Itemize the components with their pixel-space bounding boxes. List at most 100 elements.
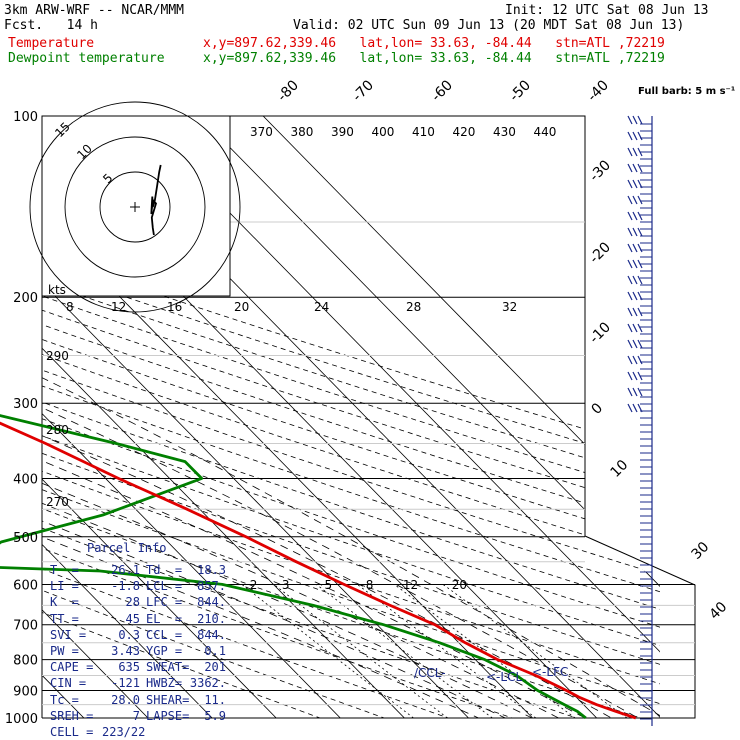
- mixing-ratio-label: 2: [250, 578, 258, 592]
- wind-barb-label: Full barb: 5 m s⁻¹: [638, 86, 735, 97]
- dewpoint-location: x,y=897.62,339.46 lat,lon= 33.63, -84.44…: [203, 51, 665, 66]
- wind-barb-flag: [637, 371, 643, 381]
- hodograph-ring: [99, 171, 171, 243]
- theta-label-390: 390: [331, 125, 354, 139]
- moist-adiabat: [42, 296, 660, 718]
- isotherm-label--50: -50: [507, 77, 534, 104]
- wind-barb-flag: [627, 227, 633, 237]
- dry-adiabat: [42, 116, 486, 718]
- mixing-ratio-line: [394, 584, 576, 718]
- wind-barb-flag: [632, 371, 638, 381]
- parcel-value: 18.3: [197, 563, 226, 577]
- isotherm-label-40: 40: [707, 599, 731, 623]
- pressure-label-500: 500: [13, 531, 38, 546]
- mixing-ratio-line: [442, 584, 628, 718]
- parcel-key: PW =: [50, 644, 79, 658]
- moist-adiabat: [42, 296, 610, 718]
- parcel-key: CIN =: [50, 676, 87, 691]
- isotherm-line: [171, 116, 660, 718]
- wind-barb-flag: [627, 211, 633, 221]
- direction-label-270: 270: [46, 495, 69, 509]
- dewpoint-profile: [0, 414, 587, 720]
- parcel-key: LFC =: [146, 595, 183, 610]
- wind-barb-flag: [637, 291, 643, 301]
- pressure-label-700: 700: [13, 619, 38, 634]
- moist-adiabat: [42, 296, 584, 718]
- wind-barb-flag: [627, 323, 633, 333]
- mixing-ratio-label: 5: [325, 578, 333, 592]
- dry-adiabat: [42, 116, 660, 718]
- pressure-label-600: 600: [13, 578, 38, 593]
- pressure-label-300: 300: [13, 397, 38, 412]
- wind-barb-flag: [632, 355, 638, 365]
- dry-adiabat: [42, 116, 660, 718]
- wind-barb-flag: [637, 275, 643, 285]
- dry-adiabat: [42, 116, 660, 718]
- wind-barb-flag: [632, 243, 638, 253]
- dewpoint-legend: Dewpoint temperature: [8, 51, 165, 66]
- isotherm-line: [235, 116, 660, 718]
- wind-barb-flag: [627, 339, 633, 349]
- wind-barb-flag: [632, 163, 638, 173]
- wind-barb-flag: [632, 131, 638, 141]
- wind-barb-flag: [637, 131, 643, 141]
- parcel-value: 844.: [197, 595, 226, 610]
- moist-adiabat: [42, 296, 636, 718]
- speed-axis-label-24: 24: [314, 300, 329, 314]
- parcel-value: 0.1: [204, 644, 226, 658]
- wind-barb-flag: [627, 275, 633, 285]
- parcel-key: CAPE =: [50, 660, 94, 675]
- isotherm-label--40: -40: [585, 77, 612, 104]
- speed-axis-label-8: 8: [66, 300, 74, 314]
- isotherm-label--20: -20: [587, 239, 614, 266]
- parcel-value: 0.3: [118, 627, 140, 642]
- init-time: Init: 12 UTC Sat 08 Jun 13: [505, 3, 709, 18]
- parcel-key: HWBZ=: [146, 676, 183, 691]
- wind-barb-flag: [632, 291, 638, 301]
- parcel-key: YGP =: [146, 644, 183, 658]
- dry-adiabat: [42, 116, 660, 718]
- dry-adiabat: [42, 116, 660, 718]
- wind-barb-flag: [627, 115, 633, 125]
- ccl-label: /CCL-: [414, 666, 446, 680]
- hodograph-kts-label: kts: [48, 283, 66, 297]
- hodograph-ring: [64, 136, 206, 278]
- parcel-key: CELL =: [50, 725, 94, 739]
- parcel-value: -1.8: [111, 579, 140, 594]
- wind-barb-flag: [637, 195, 643, 205]
- wind-barb-flag: [632, 115, 638, 125]
- pressure-label-100: 100: [13, 110, 38, 125]
- isotherm-label-10: 10: [608, 457, 632, 481]
- wind-barb-flag: [637, 339, 643, 349]
- temperature-location: x,y=897.62,339.46 lat,lon= 33.63, -84.44…: [203, 36, 665, 51]
- isotherm-label--80: -80: [275, 77, 302, 104]
- parcel-key: Td =: [146, 563, 183, 577]
- theta-label-440: 440: [534, 125, 557, 139]
- wind-barb-flag: [627, 371, 633, 381]
- parcel-value: 844.: [197, 627, 226, 642]
- wind-barb-flag: [627, 291, 633, 301]
- isotherm-line: [42, 116, 289, 718]
- theta-label-400: 400: [372, 125, 395, 139]
- wind-barb-flag: [632, 179, 638, 189]
- wind-barb-flag: [627, 195, 633, 205]
- parcel-value: 210.: [197, 611, 226, 626]
- parcel-key: TT =: [50, 611, 79, 626]
- lfc-label: <-LFC: [532, 665, 568, 679]
- wind-barb-flag: [627, 403, 633, 413]
- hodograph-ring: [29, 101, 241, 313]
- parcel-key: LI =: [50, 579, 79, 594]
- parcel-value: -121: [111, 676, 140, 691]
- wind-barb-flag: [637, 243, 643, 253]
- theta-label-380: 380: [291, 125, 314, 139]
- parcel-value: 857.: [197, 579, 226, 594]
- forecast-hour: Fcst. 14 h: [4, 18, 98, 33]
- isotherm-line: [42, 116, 354, 718]
- parcel-key: SVI =: [50, 627, 87, 642]
- hodograph-trace: [150, 164, 162, 236]
- wind-barb-flag: [632, 147, 638, 157]
- wind-barb-flag: [637, 227, 643, 237]
- moist-adiabat: [42, 296, 660, 718]
- wind-barb-flag: [637, 403, 643, 413]
- wind-barb-flag: [627, 355, 633, 365]
